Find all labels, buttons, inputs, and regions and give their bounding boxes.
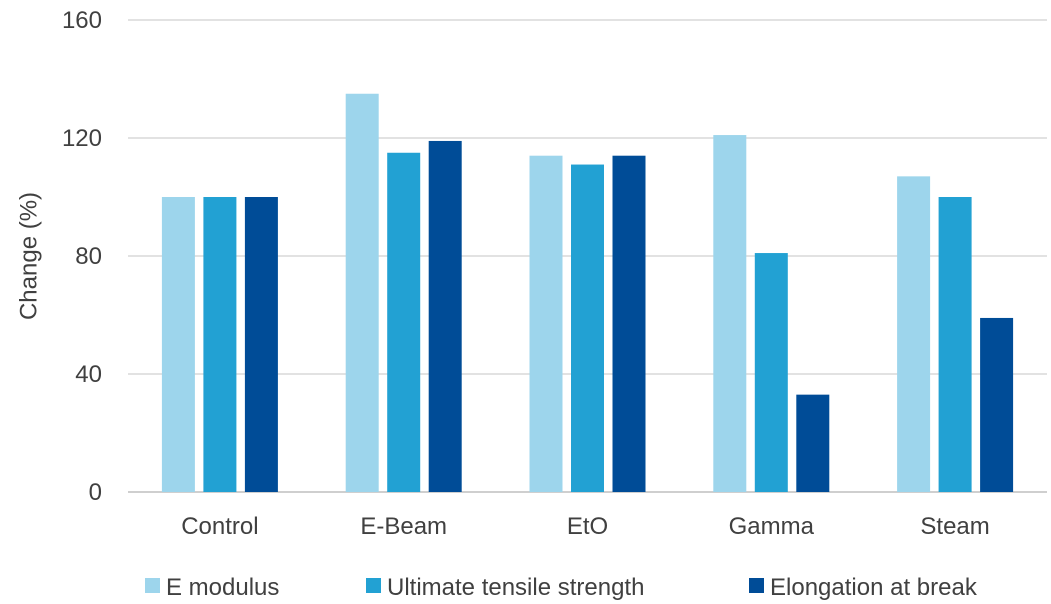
legend-swatch bbox=[145, 578, 160, 593]
y-axis-ticks: 0 40 80 120 160 bbox=[62, 7, 102, 506]
legend-item: E modulus bbox=[145, 574, 279, 601]
legend-label: E modulus bbox=[166, 574, 279, 601]
legend: E modulus Ultimate tensile strength Elonga… bbox=[145, 574, 978, 601]
bar-elongation-at-break-eto bbox=[612, 155, 646, 492]
legend-item: Elongation at break bbox=[749, 574, 978, 601]
x-tick-label: EtO bbox=[567, 513, 608, 540]
bars bbox=[161, 93, 1014, 493]
legend-label: Elongation at break bbox=[770, 574, 978, 601]
bar-e-modulus-steam bbox=[897, 176, 931, 492]
y-axis-title: Change (%) bbox=[15, 192, 42, 320]
y-tick-label: 80 bbox=[75, 243, 102, 270]
x-tick-label: Steam bbox=[920, 513, 989, 540]
x-tick-label: Control bbox=[181, 513, 258, 540]
bar-ultimate-tensile-strength-e-beam bbox=[387, 152, 421, 492]
bar-elongation-at-break-control bbox=[244, 197, 278, 492]
y-tick-label: 0 bbox=[89, 479, 102, 506]
bar-e-modulus-eto bbox=[529, 155, 563, 492]
y-tick-label: 120 bbox=[62, 125, 102, 152]
x-axis-ticks: Control E-Beam EtO Gamma Steam bbox=[181, 513, 990, 540]
legend-label: Ultimate tensile strength bbox=[387, 574, 644, 601]
bar-ultimate-tensile-strength-steam bbox=[938, 197, 972, 492]
y-tick-label: 160 bbox=[62, 7, 102, 34]
bar-e-modulus-gamma bbox=[713, 135, 747, 493]
bar-ultimate-tensile-strength-control bbox=[203, 197, 237, 492]
y-tick-label: 40 bbox=[75, 361, 102, 388]
bar-ultimate-tensile-strength-gamma bbox=[754, 253, 788, 492]
bar-e-modulus-e-beam bbox=[345, 93, 379, 492]
x-tick-label: E-Beam bbox=[360, 513, 447, 540]
legend-swatch bbox=[749, 578, 764, 593]
bar-elongation-at-break-e-beam bbox=[428, 140, 462, 492]
bar-e-modulus-control bbox=[161, 197, 195, 492]
legend-swatch bbox=[366, 578, 381, 593]
legend-item: Ultimate tensile strength bbox=[366, 574, 644, 601]
x-tick-label: Gamma bbox=[729, 513, 815, 540]
bar-elongation-at-break-gamma bbox=[796, 394, 830, 492]
bar-ultimate-tensile-strength-eto bbox=[571, 164, 604, 493]
bar-elongation-at-break-steam bbox=[980, 317, 1014, 492]
